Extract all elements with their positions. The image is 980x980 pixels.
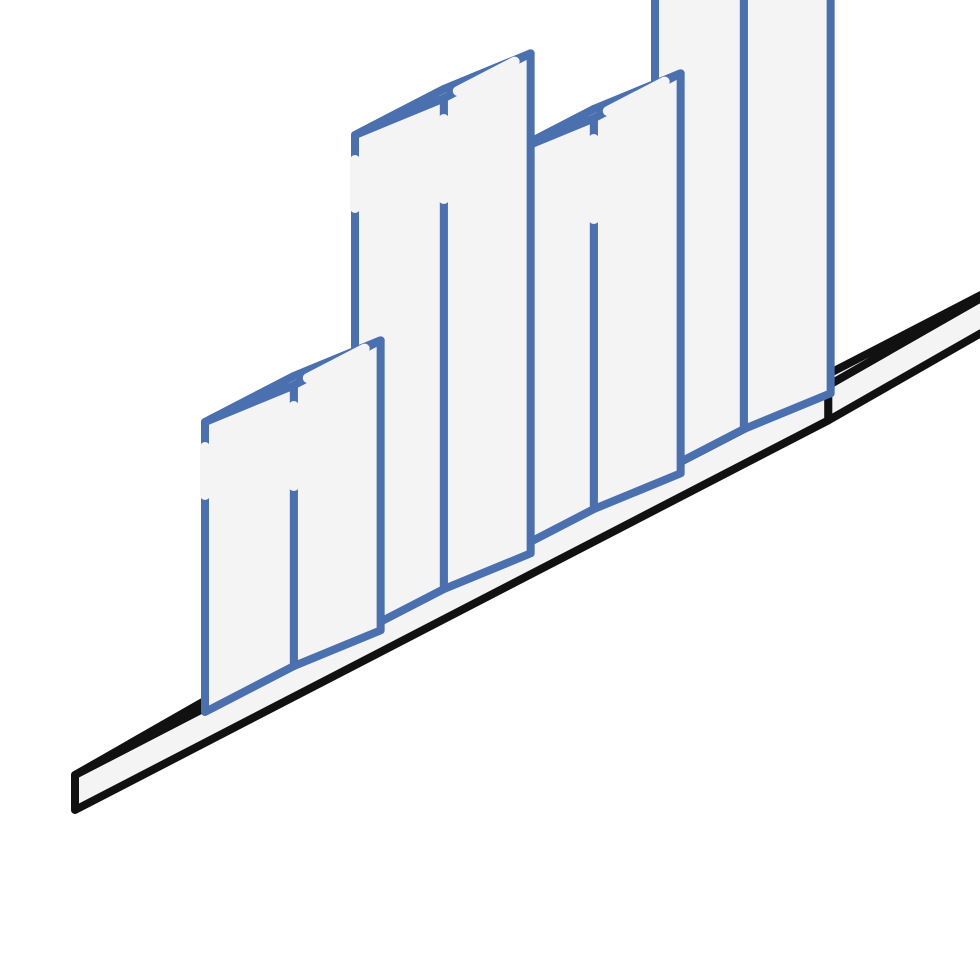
- isometric-bar-chart-icon: [0, 0, 980, 980]
